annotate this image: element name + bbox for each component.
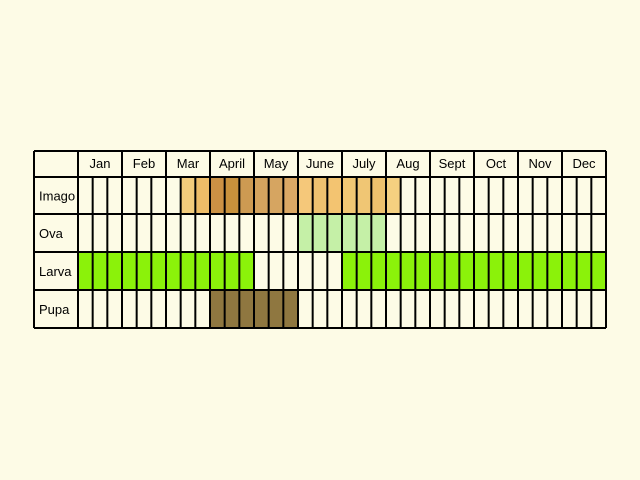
cell-larva-27 — [474, 252, 490, 290]
cell-larva-7 — [180, 252, 196, 290]
cell-larva-4 — [136, 252, 152, 290]
cell-imago-11 — [239, 177, 255, 214]
cell-larva-24 — [430, 252, 446, 290]
cell-larva-29 — [503, 252, 519, 290]
cell-larva-35 — [591, 252, 607, 290]
cell-larva-0 — [78, 252, 94, 290]
month-label-10: Nov — [528, 156, 552, 171]
cell-larva-33 — [562, 252, 578, 290]
cell-larva-10 — [224, 252, 240, 290]
month-label-1: Feb — [133, 156, 155, 171]
cell-larva-31 — [532, 252, 548, 290]
month-label-8: Sept — [439, 156, 466, 171]
cell-ova-20 — [371, 214, 387, 252]
month-label-11: Dec — [572, 156, 596, 171]
cell-larva-21 — [386, 252, 402, 290]
month-label-5: June — [306, 156, 334, 171]
cell-imago-8 — [195, 177, 211, 214]
row-label-larva: Larva — [39, 264, 72, 279]
cell-imago-21 — [386, 177, 402, 214]
cell-pupa-11 — [239, 290, 255, 328]
cell-ova-15 — [298, 214, 314, 252]
cell-imago-13 — [268, 177, 284, 214]
month-label-4: May — [264, 156, 289, 171]
month-label-7: Aug — [396, 156, 419, 171]
cell-pupa-13 — [268, 290, 284, 328]
cell-larva-25 — [444, 252, 460, 290]
cell-larva-26 — [459, 252, 475, 290]
cell-larva-2 — [107, 252, 123, 290]
cell-larva-28 — [488, 252, 504, 290]
month-label-2: Mar — [177, 156, 200, 171]
cell-imago-16 — [312, 177, 328, 214]
month-label-3: April — [219, 156, 245, 171]
cell-larva-11 — [239, 252, 255, 290]
cell-imago-15 — [298, 177, 314, 214]
cell-larva-3 — [122, 252, 138, 290]
cell-larva-18 — [342, 252, 358, 290]
cell-larva-34 — [576, 252, 592, 290]
cell-larva-9 — [210, 252, 226, 290]
cell-larva-23 — [415, 252, 431, 290]
cell-larva-6 — [166, 252, 182, 290]
month-label-9: Oct — [486, 156, 507, 171]
row-label-ova: Ova — [39, 226, 64, 241]
cell-ova-17 — [327, 214, 343, 252]
cell-imago-18 — [342, 177, 358, 214]
cell-pupa-9 — [210, 290, 226, 328]
cell-imago-17 — [327, 177, 343, 214]
cell-larva-1 — [92, 252, 108, 290]
cell-ova-18 — [342, 214, 358, 252]
cell-larva-32 — [547, 252, 563, 290]
cell-ova-16 — [312, 214, 328, 252]
cell-larva-20 — [371, 252, 387, 290]
row-label-imago: Imago — [39, 189, 75, 204]
cell-pupa-12 — [254, 290, 270, 328]
cell-larva-5 — [151, 252, 167, 290]
cell-imago-7 — [180, 177, 196, 214]
cell-ova-19 — [356, 214, 372, 252]
cell-imago-20 — [371, 177, 387, 214]
cell-imago-9 — [210, 177, 226, 214]
cell-larva-19 — [356, 252, 372, 290]
cell-imago-12 — [254, 177, 270, 214]
cell-larva-22 — [400, 252, 416, 290]
cell-larva-30 — [518, 252, 534, 290]
month-label-0: Jan — [90, 156, 111, 171]
cell-larva-8 — [195, 252, 211, 290]
cell-imago-10 — [224, 177, 240, 214]
cell-pupa-14 — [283, 290, 299, 328]
cell-imago-19 — [356, 177, 372, 214]
cell-pupa-10 — [224, 290, 240, 328]
month-label-6: July — [352, 156, 376, 171]
cell-imago-14 — [283, 177, 299, 214]
row-label-pupa: Pupa — [39, 302, 70, 317]
